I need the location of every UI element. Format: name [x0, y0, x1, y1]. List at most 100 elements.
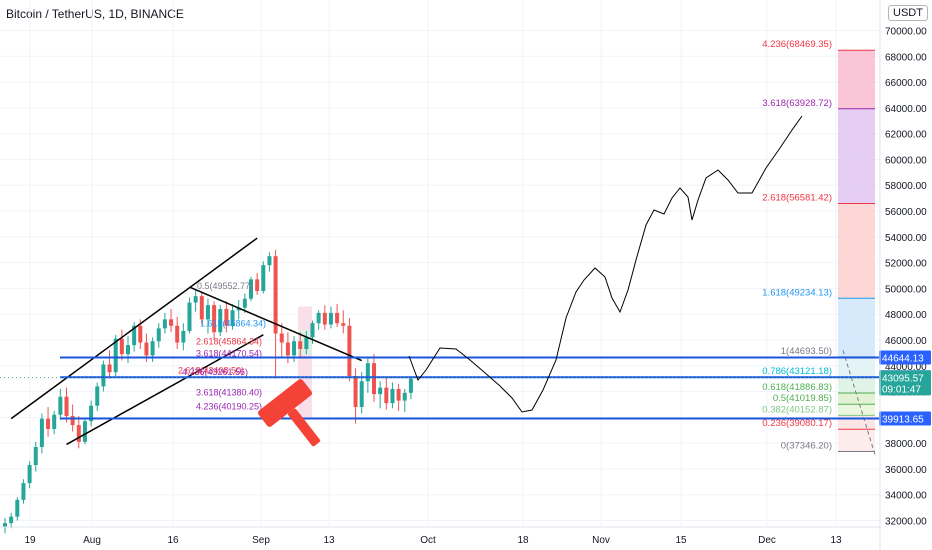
- candle-body: [335, 312, 340, 324]
- price-chip-label: 44644.13: [882, 353, 924, 364]
- candle-body: [95, 386, 100, 406]
- price-chip: [879, 370, 931, 385]
- candle-body: [119, 338, 124, 355]
- x-tick-label: 13: [830, 535, 842, 546]
- x-tick-label: 13: [323, 535, 335, 546]
- candle-body: [15, 499, 20, 517]
- candle-body: [169, 319, 174, 326]
- small-fib-label: 3.618(41380.40): [196, 387, 262, 397]
- candle-body: [378, 387, 383, 395]
- candle-body: [101, 364, 106, 387]
- fib-level-label: 4.236(68469.35): [762, 39, 832, 50]
- grid: [0, 0, 880, 525]
- candle-body: [372, 363, 376, 395]
- fib-zone: [838, 203, 875, 299]
- y-tick-label: 58000.00: [885, 181, 927, 192]
- candle-body: [175, 325, 180, 343]
- candle-body: [9, 516, 14, 524]
- y-tick-label: 52000.00: [885, 259, 927, 270]
- candle-body: [193, 296, 198, 303]
- y-tick-label: 56000.00: [885, 207, 927, 218]
- candle-body: [408, 378, 413, 393]
- y-tick-label: 64000.00: [885, 104, 927, 115]
- candle-body: [310, 323, 315, 338]
- horizontal-levels: [0, 356, 880, 420]
- projection-path: [408, 115, 803, 413]
- candle-body: [162, 319, 167, 329]
- candle-body: [113, 338, 118, 373]
- y-tick-label: 60000.00: [885, 155, 927, 166]
- x-tick-label: 18: [517, 535, 529, 546]
- candle-body: [70, 416, 75, 426]
- fib-level-label: 1(44693.50): [781, 346, 832, 357]
- candle-body: [64, 396, 69, 417]
- candle-body: [33, 446, 38, 466]
- price-chip-label: 09:01:47: [882, 384, 921, 395]
- candle-body: [205, 305, 210, 320]
- candle-body: [212, 305, 217, 333]
- price-chip: [879, 381, 931, 396]
- fib-zone: [838, 415, 875, 430]
- price-axis: 32000.0034000.0036000.0038000.0040000.00…: [879, 26, 931, 528]
- fib-trend-line: [842, 350, 876, 455]
- fib-level-label: 0.382(40152.87): [762, 404, 832, 415]
- x-tick-label: Oct: [420, 535, 436, 546]
- candle-body: [255, 279, 260, 291]
- candle-body: [328, 312, 333, 325]
- candle-body: [107, 364, 112, 373]
- candle-body: [126, 345, 130, 355]
- candle-body: [316, 312, 321, 324]
- currency-selector[interactable]: USDT: [888, 5, 928, 21]
- small-fib-label: 0.5(49552.77): [197, 281, 253, 291]
- trend-line: [189, 286, 362, 362]
- y-tick-label: 62000.00: [885, 130, 927, 141]
- small-fib-label: 2.618(43408.50): [178, 365, 244, 375]
- candle-body: [150, 341, 155, 356]
- y-tick-label: 68000.00: [885, 52, 927, 63]
- fib-level-label: 3.618(63928.72): [762, 98, 832, 109]
- candle-body: [292, 341, 297, 356]
- x-tick-label: 15: [675, 535, 687, 546]
- price-chip-label: 43095.57: [882, 373, 924, 384]
- x-tick-label: Dec: [758, 535, 776, 546]
- y-tick-label: 34000.00: [885, 491, 927, 502]
- candle-body: [39, 418, 44, 447]
- candle-body: [298, 341, 303, 349]
- small-fib-label: 3.618(44170.54): [196, 349, 262, 359]
- price-chip-label: 39913.65: [882, 414, 924, 425]
- candle-body: [261, 265, 266, 291]
- y-tick-label: 50000.00: [885, 284, 927, 295]
- price-chip: [879, 350, 931, 365]
- candle-body: [230, 310, 235, 326]
- candle-body: [359, 381, 364, 408]
- fib-zone: [838, 404, 875, 416]
- trend-line: [10, 237, 258, 420]
- price-chip: [879, 411, 931, 426]
- candle-body: [279, 333, 284, 343]
- candle-body: [199, 296, 204, 320]
- fib-zone: [838, 356, 875, 378]
- hammer-icon: [257, 379, 321, 447]
- y-tick-label: 44000.00: [885, 362, 927, 373]
- candle-body: [3, 523, 7, 527]
- y-tick-label: 70000.00: [885, 26, 927, 37]
- fib-level-label: 0.618(41886.83): [762, 382, 832, 393]
- fib-zone: [838, 50, 875, 109]
- fib-level-label: 1.618(49234.13): [762, 287, 832, 298]
- candle-body: [365, 363, 370, 382]
- candle-body: [181, 330, 186, 343]
- candle-body: [267, 256, 272, 266]
- candle-body: [384, 387, 389, 404]
- candle-body: [353, 376, 358, 408]
- fib-zone: [838, 429, 875, 452]
- small-fib-label: 1.618(45864.34): [200, 318, 266, 328]
- chart-title: Bitcoin / TetherUS, 1D, BINANCE: [6, 7, 184, 21]
- candle-body: [273, 256, 278, 334]
- small-fib-label: 4.236(43261.56): [182, 367, 248, 377]
- trend-line: [66, 334, 264, 446]
- candle-body: [224, 309, 229, 326]
- fib-zone: [838, 298, 875, 357]
- fib-level-label: 0.236(39080.17): [762, 418, 832, 429]
- candles: [3, 249, 413, 534]
